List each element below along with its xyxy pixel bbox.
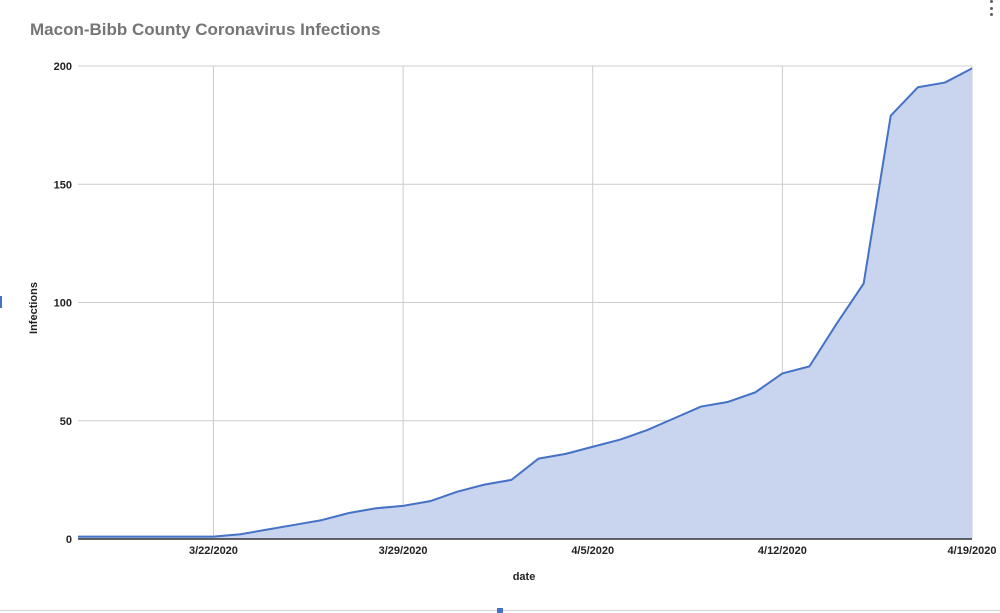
x-tick-label: 4/19/2020 <box>948 545 997 557</box>
y-axis-title: Infections <box>28 282 40 334</box>
resize-handle-left[interactable] <box>0 296 2 308</box>
label-layer: 0 50 100 150 200 3/22/2020 3/29/2020 4/5/2020 4/… <box>54 61 997 557</box>
series-area <box>78 68 972 540</box>
y-tick-label: 100 <box>54 298 72 310</box>
x-tick-label: 4/12/2020 <box>758 545 807 557</box>
chart-title: Macon-Bibb County Coronavirus Infections <box>30 20 381 39</box>
x-tick-label: 3/22/2020 <box>189 545 238 557</box>
resize-handle-bottom[interactable] <box>497 608 503 613</box>
y-tick-label: 50 <box>60 416 72 428</box>
x-axis-title: date <box>513 571 536 583</box>
area-layer <box>78 67 973 540</box>
y-tick-label: 0 <box>66 534 72 546</box>
x-tick-label: 4/5/2020 <box>571 545 614 557</box>
y-tick-label: 150 <box>54 179 72 191</box>
more-options-icon[interactable] <box>988 0 994 16</box>
series-line <box>78 67 973 538</box>
y-tick-label: 200 <box>54 61 72 73</box>
x-tick-label: 3/29/2020 <box>379 545 428 557</box>
